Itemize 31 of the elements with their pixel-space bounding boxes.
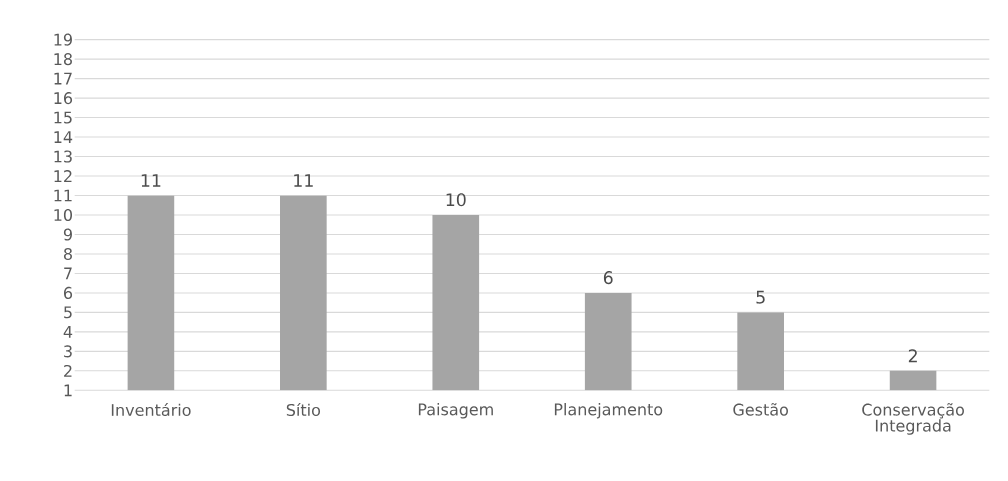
x-tick-label: Gestão — [733, 403, 788, 416]
y-tick-label: 12 — [54, 170, 72, 182]
x-tick-label: Planejamento — [554, 403, 663, 419]
y-tick-label: 18 — [54, 53, 72, 66]
x-tick-label: Inventário — [111, 403, 191, 417]
y-tick-label: 16 — [54, 92, 73, 105]
x-tick-label: Paisagem — [418, 403, 493, 419]
y-tick-label: 14 — [54, 131, 73, 143]
data-label: 6 — [603, 271, 613, 285]
y-tick-label: 3 — [64, 345, 72, 358]
y-tick-label: 8 — [63, 247, 72, 261]
data-label: 11 — [141, 174, 161, 187]
y-tick-label: 6 — [64, 286, 73, 299]
y-tick-label: 4 — [63, 326, 73, 338]
y-tick-label: 11 — [54, 189, 72, 202]
x-tick-label: Conservação Integrada — [862, 403, 964, 435]
data-label: 10 — [446, 193, 466, 207]
y-tick-label: 10 — [54, 208, 73, 222]
data-label: 5 — [756, 290, 765, 304]
y-tick-label: 15 — [54, 111, 72, 124]
data-label: 2 — [908, 349, 917, 363]
x-tick-label: Sítio — [286, 403, 321, 417]
y-tick-label: 7 — [64, 267, 72, 280]
y-tick-label: 17 — [54, 72, 72, 85]
y-tick-label: 13 — [54, 150, 72, 163]
y-tick-label: 19 — [54, 33, 72, 46]
y-tick-label: 5 — [64, 306, 72, 319]
y-tick-label: 2 — [64, 364, 72, 377]
y-tick-label: 1 — [64, 384, 72, 397]
data-label: 11 — [294, 174, 313, 187]
y-tick-label: 9 — [63, 228, 72, 241]
